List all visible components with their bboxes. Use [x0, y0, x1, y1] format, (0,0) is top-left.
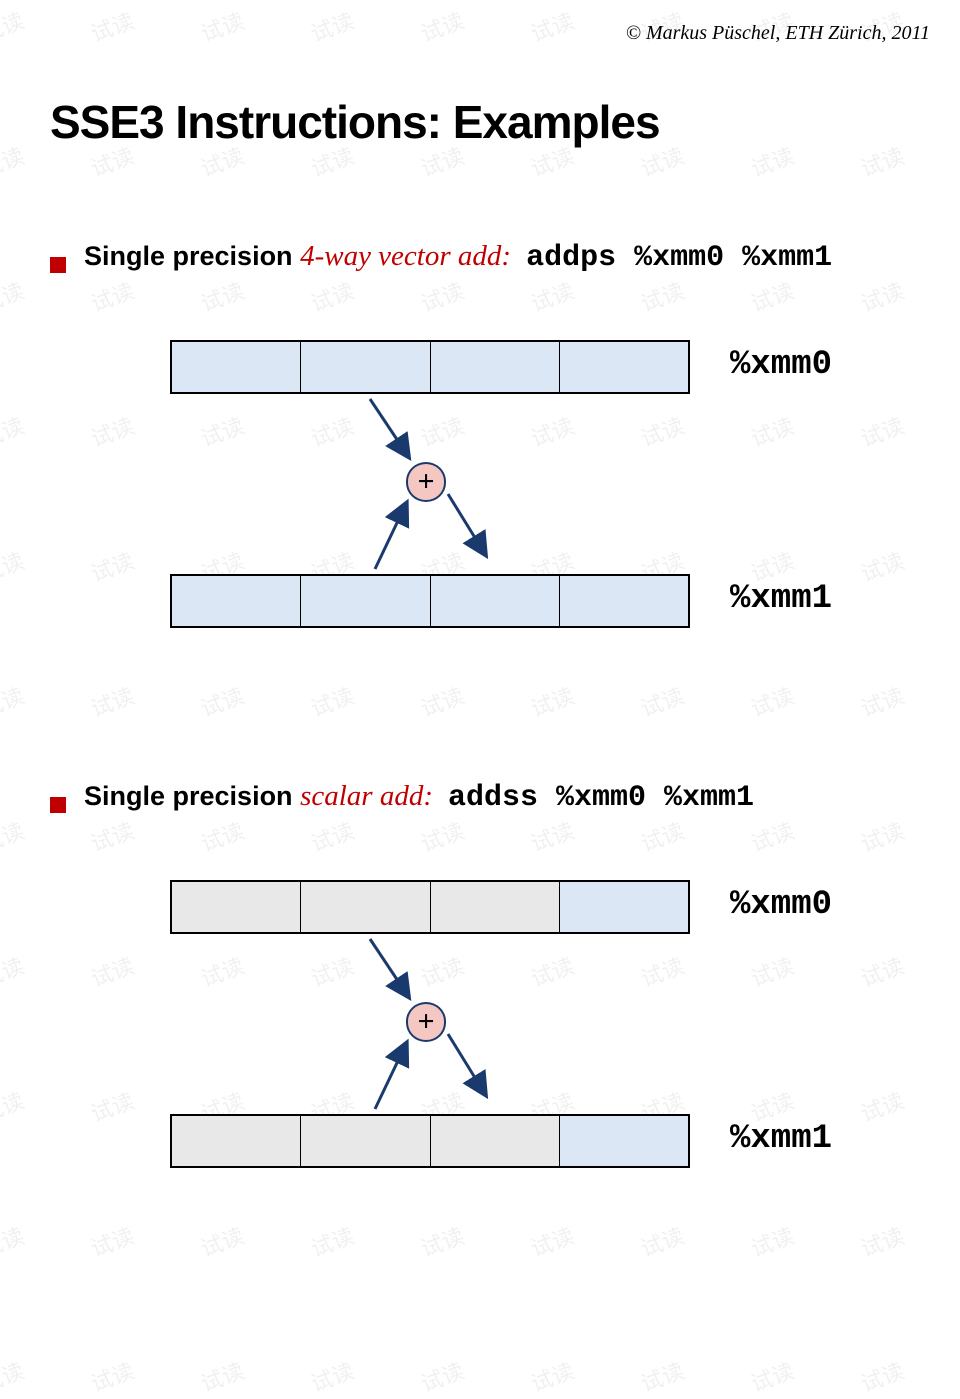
reg-label-xmm1-scalar: %xmm1 [730, 1120, 832, 1158]
bullet-square-icon [50, 797, 66, 813]
prefix-text: Single precision [84, 781, 300, 811]
register-xmm0-top [170, 340, 690, 394]
register-cell [560, 882, 688, 932]
code-text: addps %xmm0 %xmm1 [526, 241, 832, 275]
register-cell [560, 342, 688, 392]
op-plus-icon: + [406, 462, 446, 502]
code-text: addss %xmm0 %xmm1 [448, 781, 754, 815]
op-plus-icon: + [406, 1002, 446, 1042]
prefix-text: Single precision [84, 241, 300, 271]
diagram-scalar-add: %xmm0 + %xmm1 [170, 880, 690, 1168]
bullet-vector-add: Single precision 4-way vector add: addps… [50, 240, 832, 275]
reg-label-xmm1: %xmm1 [730, 580, 832, 618]
bullet-scalar-add: Single precision scalar add: addss %xmm0… [50, 780, 754, 815]
bullet-text-vector: Single precision 4-way vector add: addps… [84, 240, 832, 275]
accent-text: 4-way vector add: [300, 240, 511, 272]
register-cell [431, 342, 560, 392]
slide-title: SSE3 Instructions: Examples [50, 95, 660, 149]
accent-text: scalar add: [300, 780, 433, 812]
copyright-text: © Markus Püschel, ETH Zürich, 2011 [626, 22, 930, 45]
bullet-text-scalar: Single precision scalar add: addss %xmm0… [84, 780, 754, 815]
register-cell [301, 342, 430, 392]
bullet-square-icon [50, 257, 66, 273]
register-cell [172, 882, 301, 932]
reg-label-xmm0-scalar: %xmm0 [730, 886, 832, 924]
register-cell [301, 882, 430, 932]
register-cell [172, 342, 301, 392]
diagram-vector-add: %xmm0 + %xmm1 [170, 340, 690, 628]
register-cell [431, 882, 560, 932]
reg-label-xmm0: %xmm0 [730, 346, 832, 384]
register-xmm0-top-scalar [170, 880, 690, 934]
